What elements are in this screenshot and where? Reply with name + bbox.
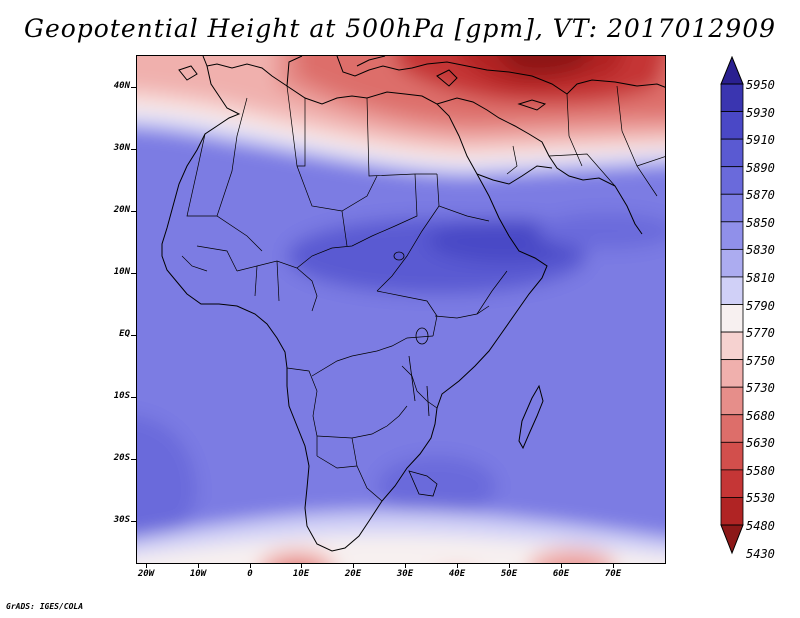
lon-tick xyxy=(509,564,510,568)
lon-tick xyxy=(405,564,406,568)
colorbar-cell xyxy=(720,138,744,168)
colorbar-label: 5810 xyxy=(746,270,775,285)
lon-label-70e: 70E xyxy=(604,569,622,579)
colorbar-label: 5890 xyxy=(746,160,775,175)
colorbar-label: 5770 xyxy=(746,326,775,341)
colorbar-label: 5580 xyxy=(746,463,775,478)
lat-tick xyxy=(131,459,136,460)
lon-tick xyxy=(250,564,251,568)
colorbar-cell xyxy=(720,248,744,278)
lat-label-20s: 20S xyxy=(113,453,130,463)
country-borders xyxy=(181,85,665,502)
colorbar-cell xyxy=(720,414,744,443)
colorbar-cell xyxy=(720,83,744,112)
lon-label-0: 0 xyxy=(247,569,253,579)
lat-tick xyxy=(131,273,136,274)
lon-tick xyxy=(457,564,458,568)
colorbar-label: 5850 xyxy=(746,215,775,230)
colorbar-label: 5630 xyxy=(746,436,775,451)
colorbar-cell xyxy=(720,469,744,498)
colorbar-label: 5430 xyxy=(746,546,775,561)
map-plot xyxy=(136,55,666,564)
colorbar-cell xyxy=(720,441,744,471)
lon-label-40e: 40E xyxy=(448,569,466,579)
lat-tick xyxy=(131,397,136,398)
lon-tick xyxy=(198,564,199,568)
footer-credit: GrADS: IGES/COLA xyxy=(6,602,84,611)
map-canvas xyxy=(137,56,665,563)
colorbar-cell xyxy=(720,193,744,223)
colorbar-label: 5750 xyxy=(746,353,775,368)
lon-tick xyxy=(301,564,302,568)
lon-tick xyxy=(613,564,614,568)
lon-tick xyxy=(146,564,147,568)
lon-label-10e: 10E xyxy=(292,569,310,579)
colorbar-label: 5930 xyxy=(746,105,775,120)
lat-tick xyxy=(131,521,136,522)
lon-tick xyxy=(561,564,562,568)
lat-tick xyxy=(131,87,136,88)
colorbar-cell xyxy=(720,304,744,333)
lat-label-10s: 10S xyxy=(113,391,130,401)
colorbar-top-arrow xyxy=(720,56,744,85)
lon-label-10w: 10W xyxy=(189,569,207,579)
colorbar-cell xyxy=(720,359,744,388)
colorbar-label: 5830 xyxy=(746,243,775,258)
colorbar-cell xyxy=(720,386,744,416)
lon-label-60e: 60E xyxy=(552,569,570,579)
lat-label-10n: 10N xyxy=(113,267,130,277)
lon-label-20w: 20W xyxy=(137,569,155,579)
lat-label-eq: EQ xyxy=(119,329,130,339)
lat-label-40n: 40N xyxy=(113,81,130,91)
lat-tick xyxy=(131,211,136,212)
colorbar xyxy=(720,56,744,555)
lat-label-30n: 30N xyxy=(113,143,130,153)
lat-tick xyxy=(131,335,136,336)
colorbar-label: 5730 xyxy=(746,381,775,396)
lat-tick xyxy=(131,149,136,150)
lat-label-30s: 30S xyxy=(113,515,130,525)
lat-label-20n: 20N xyxy=(113,205,130,215)
colorbar-cells xyxy=(720,83,744,526)
colorbar-cell xyxy=(720,497,744,526)
colorbar-cell xyxy=(720,111,744,140)
colorbar-label: 5910 xyxy=(746,133,775,148)
lon-label-50e: 50E xyxy=(500,569,518,579)
coastlines xyxy=(161,56,665,552)
height-field xyxy=(137,56,665,563)
colorbar-cell xyxy=(720,221,744,250)
colorbar-label: 5680 xyxy=(746,408,775,423)
colorbar-cell xyxy=(720,276,744,305)
chart-title: Geopotential Height at 500hPa [gpm], VT:… xyxy=(23,14,777,43)
colorbar-label: 5790 xyxy=(746,298,775,313)
lon-label-30e: 30E xyxy=(396,569,414,579)
colorbar-cell xyxy=(720,331,744,361)
colorbar-cell xyxy=(720,166,744,195)
colorbar-label: 5950 xyxy=(746,78,775,92)
lon-tick xyxy=(353,564,354,568)
colorbar-label: 5480 xyxy=(746,519,775,533)
colorbar-label: 5530 xyxy=(746,491,775,506)
colorbar-label: 5870 xyxy=(746,188,775,203)
lon-label-20e: 20E xyxy=(344,569,362,579)
lakes xyxy=(393,251,438,497)
colorbar-bottom-arrow xyxy=(720,524,744,555)
